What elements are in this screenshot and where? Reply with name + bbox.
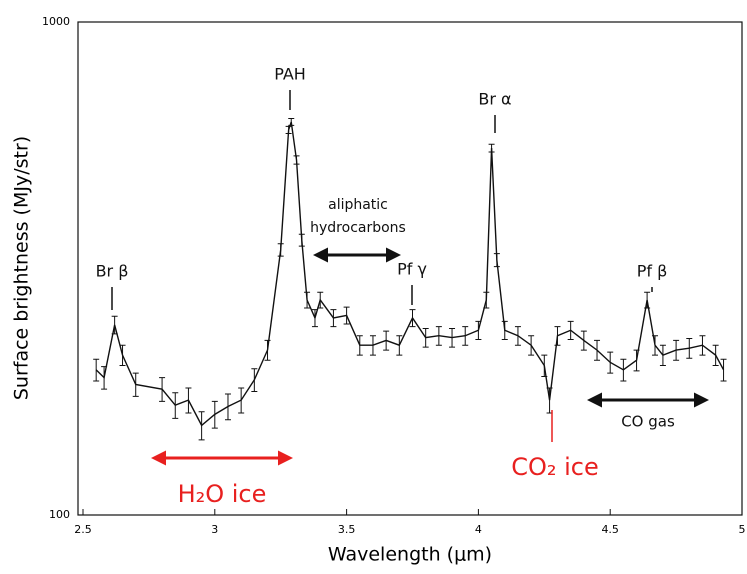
annotation: aliphatic [328,197,388,213]
error-bar [396,335,403,356]
error-bar [409,309,416,328]
annotation: H₂O ice [178,480,267,508]
error-bar [298,233,305,247]
error-bar [330,309,337,328]
error-bar [673,339,680,361]
error-bar [449,327,456,348]
error-bar [159,377,166,402]
error-bar [251,368,258,393]
x-tick-label: 3 [211,523,218,536]
error-bar [493,253,500,268]
error-bar [483,291,490,309]
annotation: hydrocarbons [310,220,406,236]
error-bar [311,309,318,328]
error-bar [293,155,300,165]
error-bar [644,291,651,309]
error-bar [567,320,574,340]
x-tick-label: 5 [739,523,746,536]
error-bar [435,326,442,346]
error-bar [132,372,139,397]
error-bar [356,335,363,356]
y-tick-label: 100 [49,508,70,521]
x-tick-label: 4.5 [601,523,619,536]
error-bar [422,327,429,348]
error-bar [288,118,295,126]
error-bar [541,354,548,377]
error-bar [652,335,659,356]
error-bar [277,243,284,257]
error-bar [554,326,561,346]
error-bar [633,349,640,372]
error-bar [172,392,179,419]
error-bar [462,326,469,346]
error-bar [343,306,350,325]
error-bar [699,335,706,356]
error-bar [546,387,553,414]
error-bar [224,393,231,421]
error-bar [317,291,324,309]
error-bar [528,335,535,356]
error-bar [580,330,587,351]
error-bar [369,335,376,356]
error-bar [285,125,292,135]
error-bar [111,315,118,335]
error-bar [198,411,205,441]
annotation: Br β [96,262,129,281]
error-bar [211,400,218,429]
error-bar [620,358,627,382]
error-bar [594,339,601,361]
error-bar [304,291,311,309]
error-bar [238,387,245,414]
annotation: Br α [478,90,511,109]
error-bar [501,320,508,340]
annotation: PAH [274,65,306,84]
error-bar [686,338,693,359]
annotation: CO₂ ice [511,453,599,481]
error-bar [119,344,126,367]
error-bar [712,344,719,367]
x-tick-label: 3.5 [338,523,356,536]
error-bar [720,358,727,382]
x-tick-label: 2.5 [74,523,92,536]
error-bar [659,344,666,367]
error-bar [607,351,614,374]
y-tick-label: 1000 [42,15,70,28]
error-bar [93,358,100,382]
error-bar [264,339,271,361]
error-bar [514,326,521,346]
annotation: Pf β [637,262,668,281]
x-tick-label: 4 [475,523,482,536]
error-bar [488,143,495,153]
error-bar [185,387,192,414]
plot-frame [77,21,743,516]
error-bar [101,366,108,390]
error-bar [383,330,390,351]
x-axis-label: Wavelength (μm) [328,544,492,566]
y-axis-label: Surface brightness (MJy/str) [11,136,33,400]
annotation: Pf γ [397,260,427,279]
annotation: CO gas [621,413,675,431]
error-bar [475,320,482,340]
